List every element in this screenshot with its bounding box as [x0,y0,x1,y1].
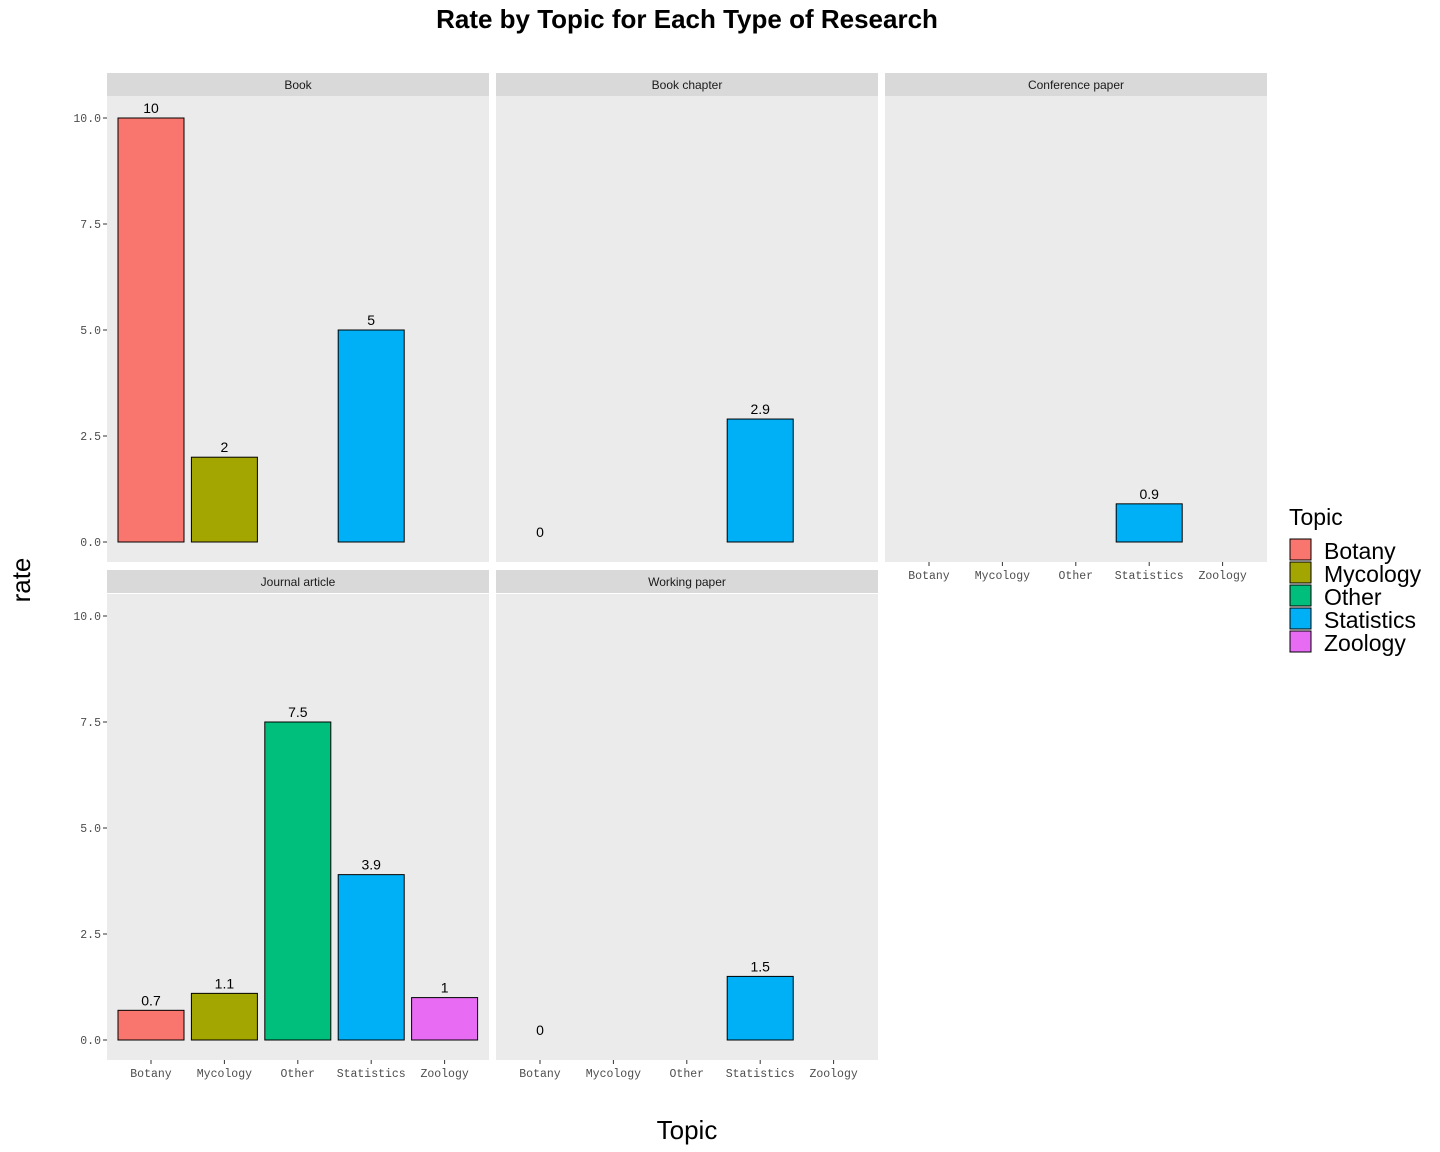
legend-key-zoology [1289,630,1312,653]
facet-strip [885,73,1267,96]
x-tick-label-other: Other [281,1068,316,1081]
legend-label-zoology: Zoology [1324,630,1406,656]
facet-book: Book 0.0 2.5 5.0 7.5 10.0 10 2 5 [73,73,489,562]
y-tick-label: 10.0 [73,113,101,126]
x-tick-label-zoology: Zoology [1198,570,1246,583]
bar-book-statistics [337,329,405,543]
x-tick-label-other: Other [1059,570,1094,583]
y-tick-label: 2.5 [80,929,101,942]
panel-background [885,96,1267,562]
y-axis-title: rate [6,558,36,603]
x-tick-label-botany: Botany [908,570,950,583]
facet-book-chapter: Book chapter 0 2.9 [496,73,878,562]
bar-label-botany: 0 [536,524,544,540]
facet-strip-label: Journal article [261,575,336,589]
x-tick-label-statistics: Statistics [337,1068,406,1081]
y-tick-label: 5.0 [80,823,101,836]
x-tick-label-botany: Botany [130,1068,172,1081]
facet-strip [496,570,878,593]
bar-journal-article-zoology [411,997,479,1041]
legend-label-botany: Botany [1324,538,1396,564]
legend-label-other: Other [1324,584,1382,610]
bar-label-statistics: 1.5 [750,958,770,974]
bar-conference-paper-statistics [1115,503,1183,543]
bar-label-statistics: 5 [367,312,375,328]
bar-label-mycology: 1.1 [215,975,235,991]
bar-book-mycology [190,456,258,543]
bar-label-botany: 10 [143,100,159,116]
y-tick-label: 7.5 [80,717,101,730]
x-tick-label-zoology: Zoology [420,1068,468,1081]
facet-strip-label: Conference paper [1028,78,1124,92]
x-tick-label-mycology: Mycology [197,1068,252,1081]
x-tick-label-mycology: Mycology [586,1068,641,1081]
legend-key-other [1289,584,1312,607]
facet-strip [496,73,878,96]
facet-journal-article: Journal article 0.0 2.5 5.0 7.5 10.0 Botany Myc… [73,570,489,1081]
bar-label-statistics: 3.9 [361,857,381,873]
bar-journal-article-mycology [190,992,258,1041]
bar-label-botany: 0.7 [141,992,161,1008]
x-axis-title: Topic [657,1115,718,1145]
bar-journal-article-statistics [337,874,405,1041]
y-tick-label: 0.0 [80,1035,101,1048]
legend: Topic BotanyMycologyOtherStatisticsZoolo… [1289,504,1422,656]
x-tick-label-statistics: Statistics [1115,570,1184,583]
y-tick-label: 2.5 [80,431,101,444]
legend-label-statistics: Statistics [1324,607,1416,633]
legend-key-statistics [1289,607,1312,630]
legend-label-mycology: Mycology [1324,561,1422,587]
bar-book-chapter-statistics [726,418,794,543]
facet-strip-label: Book chapter [652,78,723,92]
facet-strip [107,570,489,593]
bar-label-zoology: 1 [441,980,449,996]
panel-background [496,594,878,1060]
x-tick-label-statistics: Statistics [726,1068,795,1081]
bar-book-botany [117,117,185,543]
x-tick-label-mycology: Mycology [975,570,1030,583]
x-tick-label-other: Other [670,1068,705,1081]
y-tick-label: 7.5 [80,219,101,232]
panel-background [496,96,878,562]
x-tick-label-botany: Botany [519,1068,561,1081]
bar-label-statistics: 2.9 [750,401,770,417]
y-tick-label: 5.0 [80,325,101,338]
bar-journal-article-botany [117,1009,185,1041]
chart-title: Rate by Topic for Each Type of Research [436,4,938,34]
bar-journal-article-other [264,721,332,1041]
bar-label-statistics: 0.9 [1139,486,1159,502]
facet-strip [107,73,489,96]
facet-strip-label: Working paper [648,575,726,589]
bar-label-mycology: 2 [221,439,229,455]
bar-working-paper-statistics [726,975,794,1041]
legend-key-botany [1289,538,1312,561]
facet-strip-label: Book [284,78,312,92]
facet-working-paper: Working paper Botany Mycology Other Statisti… [496,570,878,1081]
y-tick-label: 0.0 [80,537,101,550]
y-tick-label: 10.0 [73,611,101,624]
legend-title: Topic [1289,504,1343,530]
facet-conference-paper: Conference paper Botany Mycology Other Stati… [885,73,1267,583]
bar-label-other: 7.5 [288,704,308,720]
legend-key-mycology [1289,561,1312,584]
x-tick-label-zoology: Zoology [809,1068,857,1081]
bar-label-botany: 0 [536,1022,544,1038]
